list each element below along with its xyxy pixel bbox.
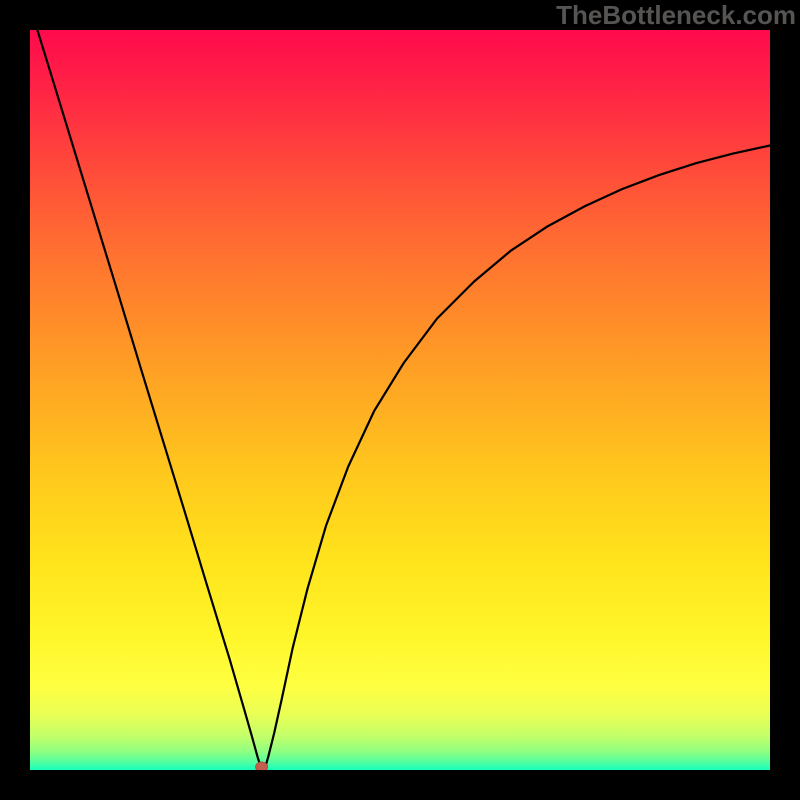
chart-plot-area	[30, 30, 770, 770]
watermark-text: TheBottleneck.com	[556, 0, 796, 31]
chart-svg	[30, 30, 770, 770]
chart-background	[30, 30, 770, 770]
minimum-marker	[256, 762, 268, 770]
